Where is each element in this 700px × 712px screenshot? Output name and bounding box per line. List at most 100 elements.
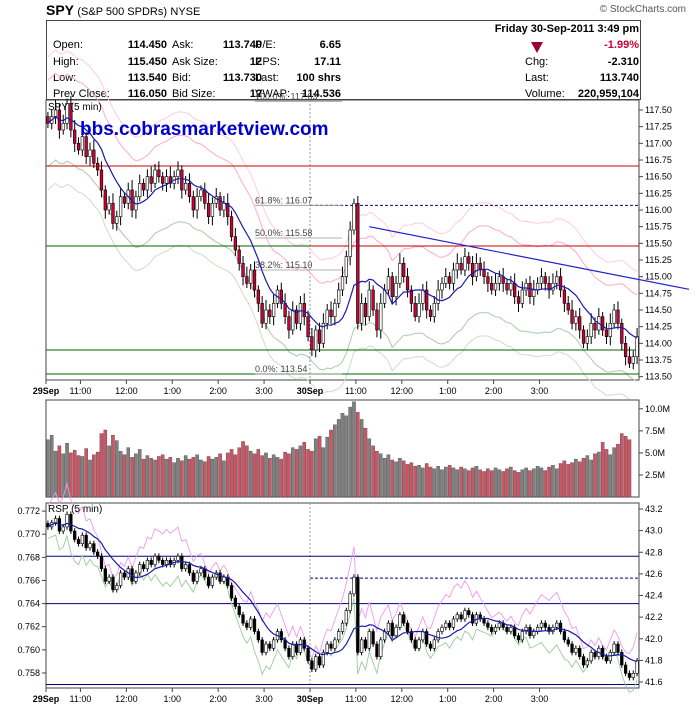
volume-bar (562, 460, 567, 498)
candle-body (122, 196, 127, 204)
rsp-candle-body (490, 627, 494, 632)
volume-bar (352, 401, 356, 498)
x-tick-label: 11:00 (345, 694, 367, 704)
rsp-left-tick-label: 0.772 (17, 506, 40, 516)
rsp-candle-body (356, 576, 360, 653)
rsp-candle-body (61, 526, 65, 532)
volume-bar (72, 450, 77, 498)
candle-body (367, 289, 371, 317)
rsp-candle-body (440, 627, 444, 632)
envelope-band (47, 159, 638, 382)
rsp-candle-body (76, 539, 81, 544)
rsp-left-tick-label: 0.762 (17, 622, 40, 632)
price-tick-label: 114.25 (645, 322, 672, 332)
candle-body (528, 283, 532, 297)
rsp-left-tick-label: 0.760 (17, 645, 40, 655)
rsp-candle-body (352, 576, 356, 595)
rsp-candle-body (566, 639, 570, 645)
rsp-candle-body (467, 610, 471, 616)
rsp-left-tick-label: 0.768 (17, 552, 40, 562)
candle-body (329, 309, 333, 317)
volume-bar (581, 458, 586, 498)
candle-body (509, 283, 513, 291)
volume-bar (229, 449, 234, 498)
quote-label: Low: (53, 72, 77, 84)
rsp-moving-average-line (47, 522, 638, 663)
fib-label: 50.0%: 115.58 (255, 228, 312, 238)
candle-body (157, 169, 161, 177)
quote-value: 115.450 (127, 56, 167, 68)
volume-bar (593, 453, 597, 498)
volume-bar (512, 470, 517, 498)
volume-bar (294, 449, 299, 498)
rsp-left-tick-label: 0.764 (17, 599, 40, 609)
volume-bar (168, 457, 173, 498)
rsp-candle-body (184, 564, 188, 570)
volume-bar (447, 465, 452, 498)
candle-body (256, 289, 260, 304)
quote-label: Open: (53, 39, 83, 51)
candle-body (111, 203, 115, 224)
volume-bar (478, 469, 482, 498)
volume-bar (183, 455, 188, 498)
volume-bar (436, 465, 440, 498)
candle-body (325, 309, 329, 324)
fib-label: 100.0%: 117.63 (255, 91, 317, 101)
rsp-candle-body (279, 631, 283, 641)
rsp-candle-body (486, 622, 490, 628)
rsp-candle-body (249, 618, 253, 628)
volume-tick-label: 2.5M (645, 470, 665, 480)
candle-body (176, 169, 180, 177)
volume-bar (394, 461, 398, 498)
rsp-candle-body (340, 622, 345, 632)
rsp-right-tick-label: 42.4 (645, 591, 663, 601)
x-tick-label: 11:00 (345, 386, 367, 396)
volume-bar (608, 454, 613, 498)
rsp-candle-body (210, 576, 215, 586)
volume-bar (566, 464, 570, 498)
rsp-candle-body (612, 643, 616, 653)
candle-body (428, 309, 433, 317)
candle-body (409, 289, 414, 304)
candle-body (627, 356, 632, 364)
candle-body (532, 289, 536, 297)
volume-bar (53, 450, 58, 498)
rsp-candle-body (237, 606, 241, 616)
rsp-candle-body (233, 597, 238, 607)
candle-body (141, 183, 146, 191)
volume-bar (455, 469, 460, 498)
x-tick-label: 29Sep (33, 386, 60, 396)
rsp-candle-body (325, 643, 329, 653)
volume-bar (577, 461, 582, 498)
candle-body (356, 203, 360, 324)
volume-bar (386, 454, 391, 498)
volume-bar (532, 468, 536, 498)
volume-tick-label: 7.5M (645, 426, 665, 436)
volume-tick-label: 5.0M (645, 448, 665, 458)
exchange: NYSE (170, 6, 201, 18)
candle-body (107, 203, 111, 211)
rsp-candle-body (516, 635, 521, 641)
volume-bar (482, 471, 486, 498)
rsp-candle-body (555, 622, 559, 628)
volume-bar (382, 458, 387, 498)
rsp-candle-body (432, 639, 436, 649)
rsp-candle-body (520, 631, 524, 641)
rsp-candle-body (80, 534, 84, 544)
rsp-candle-body (241, 614, 245, 624)
rsp-candle-body (463, 610, 467, 620)
x-tick-label: 12:00 (391, 694, 414, 704)
candle-body (623, 343, 628, 357)
x-tick-label: 1:00 (439, 386, 457, 396)
volume-bar (363, 428, 368, 498)
rsp-candle-body (398, 614, 402, 628)
fib-label: 38.2%: 115.10 (255, 260, 312, 270)
quote-value: 113.740 (222, 39, 262, 51)
candle-body (352, 203, 356, 231)
candle-body (482, 269, 486, 277)
candle-body (187, 183, 192, 197)
candle-body (513, 283, 517, 297)
candle-body (516, 296, 521, 304)
rsp-candle-body (191, 572, 195, 582)
candle-body (180, 169, 184, 191)
